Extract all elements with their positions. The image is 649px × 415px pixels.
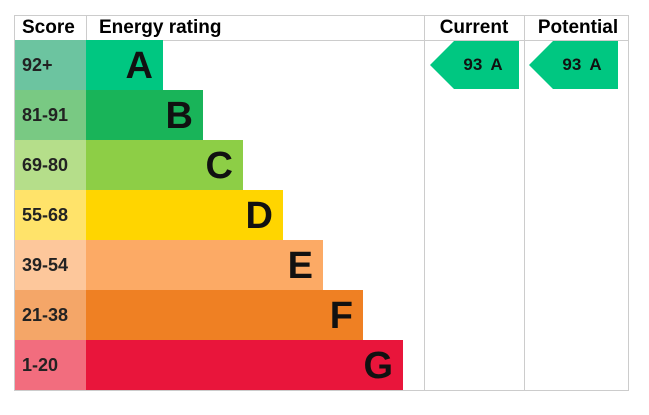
rating-letter: A — [126, 45, 153, 87]
score-cell — [15, 240, 86, 290]
rating-letter: F — [330, 295, 353, 337]
current-arrow — [430, 41, 519, 89]
score-cell — [15, 190, 86, 240]
current-value: 93 — [463, 55, 482, 74]
score-label: 39-54 — [22, 255, 68, 275]
potential-letter: A — [589, 55, 601, 74]
current-label: 93 A — [463, 55, 502, 74]
score-label: 69-80 — [22, 155, 68, 175]
rating-bar — [86, 140, 243, 190]
score-label: 21-38 — [22, 305, 68, 325]
rating-bar — [86, 240, 323, 290]
potential-arrow — [529, 41, 618, 89]
rating-letter: E — [288, 245, 313, 287]
score-cell — [15, 290, 86, 340]
score-label: 55-68 — [22, 205, 68, 225]
rating-bar — [86, 40, 163, 90]
rating-header: Energy rating — [99, 17, 221, 38]
rating-bar — [86, 190, 283, 240]
score-cell — [15, 140, 86, 190]
score-cell — [15, 90, 86, 140]
frame — [14, 15, 629, 391]
current-letter: A — [490, 55, 502, 74]
potential-value: 93 — [562, 55, 581, 74]
rating-letter: C — [206, 145, 233, 187]
rating-letter: B — [166, 95, 193, 137]
potential-header: Potential — [538, 17, 618, 38]
score-label: 92+ — [22, 55, 53, 75]
score-cell — [15, 40, 86, 90]
rating-bar — [86, 340, 403, 390]
rating-letter: G — [363, 345, 393, 387]
score-label: 1-20 — [22, 355, 58, 375]
current-header: Current — [440, 17, 509, 38]
score-cell — [15, 340, 86, 390]
potential-label: 93 A — [562, 55, 601, 74]
rating-letter: D — [246, 195, 273, 237]
rating-bar — [86, 90, 203, 140]
score-header: Score — [22, 17, 75, 38]
rating-bar — [86, 290, 363, 340]
score-label: 81-91 — [22, 105, 68, 125]
